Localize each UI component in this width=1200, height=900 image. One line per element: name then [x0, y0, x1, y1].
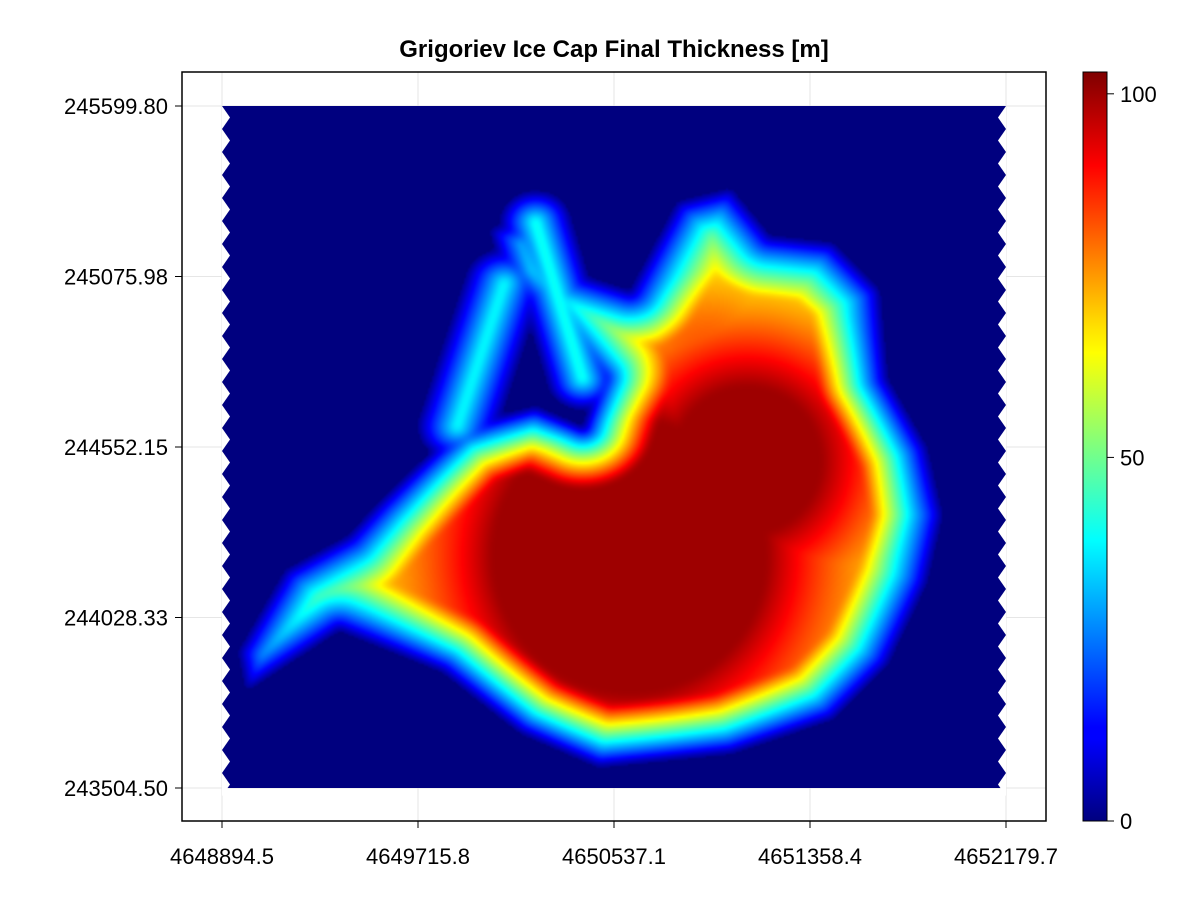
chart-title: Grigoriev Ice Cap Final Thickness [m]: [399, 36, 828, 63]
edge-notch: [998, 635, 1006, 658]
edge-notch: [998, 589, 1006, 612]
y-tick-label: 245075.98: [64, 265, 168, 290]
colorbar: [1082, 71, 1108, 822]
edge-notch: [222, 750, 230, 773]
edge-notch: [998, 543, 1006, 566]
edge-notch: [998, 612, 1006, 635]
edge-notch: [222, 152, 230, 175]
edge-notch: [998, 244, 1006, 267]
edge-notch: [222, 681, 230, 704]
domain-edge-pattern: [222, 106, 1006, 796]
edge-notch: [998, 497, 1006, 520]
edge-notch: [222, 106, 230, 129]
edge-notch: [998, 405, 1006, 428]
edge-notch: [998, 175, 1006, 198]
edge-notch: [222, 244, 230, 267]
edge-notch: [998, 750, 1006, 773]
edge-notch: [998, 267, 1006, 290]
x-tick-label: 4649715.8: [366, 844, 470, 869]
edge-notch: [222, 198, 230, 221]
y-tick-label: 245599.80: [64, 94, 168, 119]
colorbar-tick-label: 0: [1120, 809, 1132, 834]
edge-notch: [998, 129, 1006, 152]
x-tick-label: 4650537.1: [562, 844, 666, 869]
edge-notch: [222, 543, 230, 566]
edge-notch: [998, 198, 1006, 221]
edge-notch: [222, 221, 230, 244]
edge-notch: [222, 267, 230, 290]
edge-notch: [222, 704, 230, 727]
x-axis: 4648894.5 4649715.8 4650537.1 4651358.4 4652…: [170, 821, 1058, 869]
edge-notch: [222, 612, 230, 635]
x-tick-label: 4648894.5: [170, 844, 274, 869]
edge-notch: [222, 382, 230, 405]
edge-notch: [222, 451, 230, 474]
edge-notch: [998, 566, 1006, 589]
y-tick-label: 243504.50: [64, 776, 168, 801]
edge-notch: [222, 566, 230, 589]
edge-notch: [222, 290, 230, 313]
edge-notch: [222, 520, 230, 543]
edge-notch: [222, 497, 230, 520]
edge-notch: [998, 359, 1006, 382]
edge-notch: [222, 313, 230, 336]
edge-notch: [222, 727, 230, 750]
edge-notch: [222, 175, 230, 198]
edge-notch: [222, 428, 230, 451]
edge-notch: [998, 773, 1006, 796]
edge-notch: [222, 359, 230, 382]
edge-notch: [222, 635, 230, 658]
edge-notch: [998, 221, 1006, 244]
edge-notch: [998, 520, 1006, 543]
colorbar-tick-label: 100: [1120, 82, 1157, 107]
edge-notch: [222, 773, 230, 796]
edge-notch: [998, 428, 1006, 451]
edge-notch: [998, 451, 1006, 474]
edge-notch: [998, 727, 1006, 750]
edge-notch: [998, 474, 1006, 497]
edge-notch: [998, 704, 1006, 727]
edge-notch: [998, 336, 1006, 359]
y-tick-label: 244552.15: [64, 435, 168, 460]
y-axis: 245599.80 245075.98 244552.15 244028.33 2435…: [64, 94, 182, 801]
y-tick-label: 244028.33: [64, 606, 168, 631]
colorbar-ticks: 0 50 100: [1107, 82, 1157, 834]
edge-notch: [998, 681, 1006, 704]
edge-notch: [998, 106, 1006, 129]
edge-notch: [222, 658, 230, 681]
edge-notch: [998, 382, 1006, 405]
edge-notch: [222, 129, 230, 152]
edge-notch: [222, 474, 230, 497]
x-tick-label: 4651358.4: [758, 844, 862, 869]
edge-notch: [222, 336, 230, 359]
edge-notch: [998, 658, 1006, 681]
thickness-heatmap: [222, 106, 1006, 788]
edge-notch: [998, 290, 1006, 313]
colorbar-tick-label: 50: [1120, 445, 1144, 470]
edge-notch: [998, 313, 1006, 336]
x-tick-label: 4652179.7: [954, 844, 1058, 869]
edge-notch: [998, 152, 1006, 175]
edge-notch: [222, 589, 230, 612]
edge-notch: [222, 405, 230, 428]
